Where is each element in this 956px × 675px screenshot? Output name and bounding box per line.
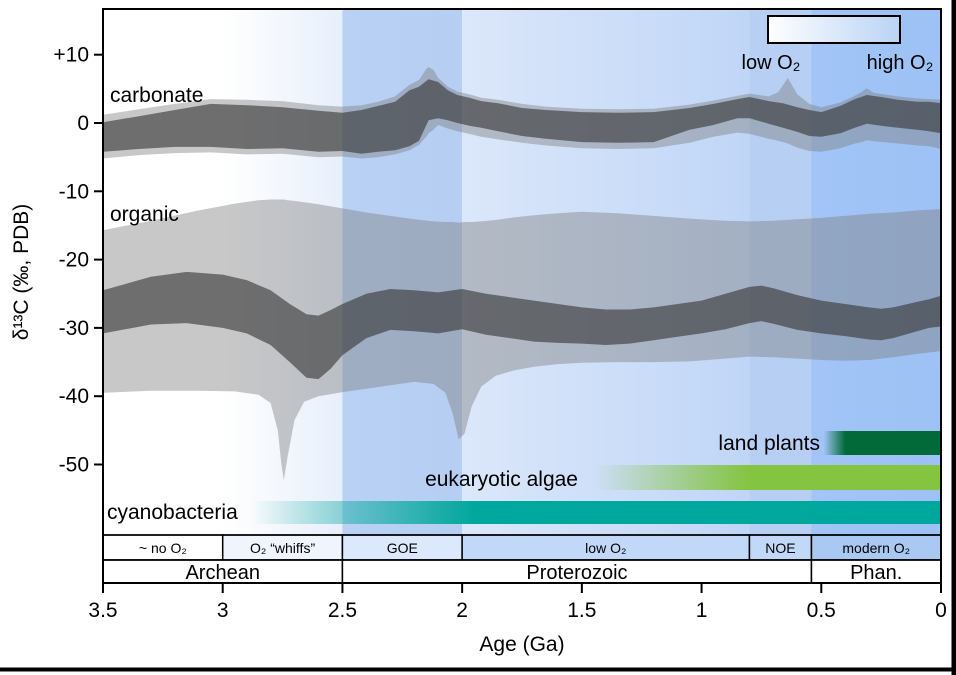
era-label-0: Archean [185, 562, 260, 584]
x-tick-label-1: 3 [217, 599, 229, 622]
y-axis-title: δ¹³C (‰, PDB) [10, 204, 33, 341]
land-plants-bar [823, 431, 941, 455]
axes-and-ticks: 3.5 3 2.5 2 1.5 1 0.5 0 +10 0 -10 -20 -30 -40 -50 [53, 44, 946, 622]
isotope-band-areas [103, 67, 941, 481]
o2-state-label-2: GOE [387, 540, 418, 556]
x-tick-label-2: 2.5 [328, 599, 357, 622]
x-tick-label-0: 3.5 [88, 599, 117, 622]
o2-state-label-1: O₂ “whiffs” [250, 540, 315, 556]
cyanobacteria-bar [251, 501, 942, 524]
x-tick-label-7: 0 [935, 599, 947, 622]
organic-series-label: organic [110, 203, 179, 226]
background-oxygen-zones [103, 9, 941, 535]
biology-range-bars [251, 431, 942, 524]
era-label-2: Phan. [850, 562, 902, 584]
y-tick-label-1: 0 [77, 112, 89, 135]
bg-zone-mid-proterozoic [462, 9, 750, 535]
y-tick-label-0: +10 [53, 44, 89, 67]
carbonate-band-area [103, 79, 941, 154]
land-plants-label: land plants [718, 432, 820, 455]
era-label-1: Proterozoic [526, 562, 627, 584]
y-tick-label-4: -30 [59, 317, 89, 340]
y-tick-label-5: -40 [59, 385, 89, 408]
eukaryotic-algae-label: eukaryotic algae [425, 468, 578, 491]
carbonate-series-label: carbonate [110, 84, 203, 107]
x-tick-label-6: 0.5 [807, 599, 836, 622]
o2-state-label-0: ~ no O₂ [139, 540, 187, 556]
o2-state-label-4: NOE [765, 540, 795, 556]
x-tick-label-3: 2 [456, 599, 468, 622]
y-tick-label-2: -10 [59, 180, 89, 203]
o2-state-label-5: modern O₂ [842, 540, 910, 556]
plot-frame [102, 8, 942, 584]
screenshot-bottom-border [0, 667, 956, 672]
x-tick-label-5: 1 [696, 599, 708, 622]
cyanobacteria-label: cyanobacteria [107, 501, 238, 524]
legend-high-o2-label: high O₂ [867, 52, 934, 74]
organic-band-area [103, 271, 941, 380]
bg-zone-noe-stripe [749, 9, 812, 535]
x-axis-title: Age (Ga) [479, 633, 564, 656]
y-tick-label-3: -20 [59, 249, 89, 272]
oxygen-legend-gradient-bar [767, 15, 901, 44]
o2-state-label-3: low O₂ [585, 540, 626, 556]
screenshot-right-border [951, 0, 956, 675]
y-tick-label-6: -50 [59, 454, 89, 477]
bg-zone-whiffs-gradient [222, 9, 343, 535]
eukaryotic-algae-bar [593, 465, 941, 490]
bg-zone-archean-anoxic [103, 9, 223, 535]
legend-low-o2-label: low O₂ [742, 52, 801, 74]
x-tick-label-4: 1.5 [567, 599, 596, 622]
